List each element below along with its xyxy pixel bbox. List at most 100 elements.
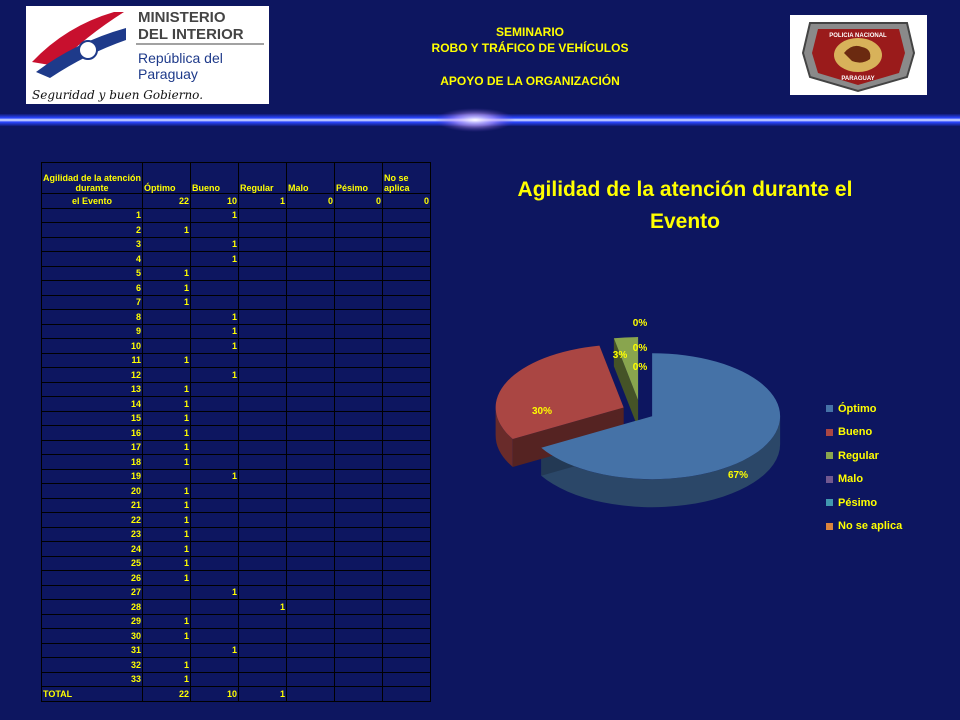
table-row-number: 16	[41, 425, 143, 441]
table-cell-bueno: 1	[190, 338, 239, 354]
table-cell-empty	[334, 207, 383, 223]
table-cell-regular	[238, 657, 287, 673]
table-row-number: 32	[41, 657, 143, 673]
table-row: 31 1	[41, 642, 431, 658]
table-row-number: 2	[41, 222, 143, 238]
table-cell-optimo: 1	[142, 425, 191, 441]
table-row: 19 1	[41, 468, 431, 484]
table-cell-regular	[238, 541, 287, 557]
table-row-number: 31	[41, 642, 143, 658]
table-cell-bueno	[190, 671, 239, 687]
table-cell-bueno	[190, 381, 239, 397]
table-total-label: TOTAL	[41, 686, 143, 702]
table-cell-empty	[334, 338, 383, 354]
table-summary-cell: 10	[190, 193, 239, 209]
chart-legend: Óptimo Bueno Regular Malo Pésimo No se aplica	[826, 397, 902, 538]
table-cell-bueno	[190, 454, 239, 470]
table-cell-empty	[286, 280, 335, 296]
table-cell-empty	[382, 628, 431, 644]
legend-label: Óptimo	[838, 402, 877, 415]
table-cell-bueno	[190, 439, 239, 455]
table-cell-empty	[334, 410, 383, 426]
table-cell-optimo: 1	[142, 265, 191, 281]
table-cell-empty	[334, 309, 383, 325]
table-row: 32 1	[41, 657, 431, 673]
chart-title: Agilidad de la atención durante el Event…	[517, 178, 853, 233]
table-cell-empty	[334, 265, 383, 281]
table-cell-bueno: 1	[190, 367, 239, 383]
table-cell-empty	[382, 555, 431, 571]
table-cell-optimo: 1	[142, 280, 191, 296]
svg-text:MINISTERIO: MINISTERIO	[138, 9, 226, 26]
table-cell-empty	[382, 236, 431, 252]
table-cell-empty	[382, 468, 431, 484]
table-cell-bueno: 1	[190, 642, 239, 658]
pie-chart: 67% 30% 3% 0% 0% 0%	[495, 318, 781, 508]
table-cell-empty	[382, 541, 431, 557]
table-cell-regular	[238, 613, 287, 629]
table-cell-bueno: 1	[190, 584, 239, 600]
table-cell-empty	[334, 323, 383, 339]
table-cell-regular	[238, 410, 287, 426]
glow-bar	[0, 108, 960, 132]
table-cell-bueno	[190, 265, 239, 281]
table-cell-bueno	[190, 541, 239, 557]
table-cell-empty	[382, 265, 431, 281]
table-cell-empty	[286, 309, 335, 325]
table-cell-empty	[382, 410, 431, 426]
table-cell-bueno	[190, 628, 239, 644]
table-cell-optimo: 1	[142, 526, 191, 542]
table-cell-regular	[238, 454, 287, 470]
header-line-1: SEMINARIO	[495, 25, 564, 39]
table-cell-empty	[286, 454, 335, 470]
table-row-number: 28	[41, 599, 143, 615]
table-cell-bueno	[190, 222, 239, 238]
table-cell-empty	[382, 599, 431, 615]
table-cell-empty	[286, 512, 335, 528]
survey-table: Agilidad de la atención durante Óptimo Bue…	[41, 162, 431, 702]
table-header-row: Agilidad de la atención durante Óptimo Bue…	[41, 162, 431, 194]
table-row: 23 1	[41, 526, 431, 542]
table-cell-optimo: 1	[142, 222, 191, 238]
table-cell-regular	[238, 236, 287, 252]
table-cell-bueno	[190, 526, 239, 542]
table-summary-row: el Evento 22 10 1 0 0 0	[41, 193, 431, 209]
table-cell-empty	[334, 483, 383, 499]
table-cell-empty	[286, 323, 335, 339]
table-cell-regular	[238, 512, 287, 528]
legend-swatch	[826, 428, 833, 436]
table-total-cell: 10	[190, 686, 239, 702]
table-cell-empty	[382, 425, 431, 441]
table-cell-regular	[238, 642, 287, 658]
table-cell-regular	[238, 526, 287, 542]
table-cell-regular	[238, 439, 287, 455]
table-cell-empty	[286, 584, 335, 600]
table-row-number: 11	[41, 352, 143, 368]
table-row: 25 1	[41, 555, 431, 571]
table-cell-empty	[286, 599, 335, 615]
table-cell-empty	[334, 352, 383, 368]
table-cell-empty	[334, 396, 383, 412]
table-row: 14 1	[41, 396, 431, 412]
table-row: 12 1	[41, 367, 431, 383]
pie-slice-bueno	[495, 345, 624, 440]
table-cell-optimo: 1	[142, 294, 191, 310]
table-cell-optimo: 1	[142, 570, 191, 586]
table-row-number: 14	[41, 396, 143, 412]
table-cell-empty	[334, 686, 383, 702]
table-cell-optimo: 1	[142, 555, 191, 571]
table-cell-regular	[238, 338, 287, 354]
table-cell-bueno	[190, 512, 239, 528]
legend-swatch	[826, 405, 833, 413]
table-cell-regular	[238, 468, 287, 484]
table-cell-optimo: 1	[142, 497, 191, 513]
table-cell-empty	[286, 628, 335, 644]
header-line-3: APOYO DE LA ORGANIZACIÓN	[440, 74, 620, 88]
table-header-cell: Malo	[286, 162, 335, 194]
svg-text:DEL INTERIOR: DEL INTERIOR	[138, 26, 244, 43]
table-cell-empty	[286, 468, 335, 484]
table-cell-empty	[382, 338, 431, 354]
svg-text:PARAGUAY: PARAGUAY	[841, 76, 874, 82]
table-cell-empty	[334, 236, 383, 252]
